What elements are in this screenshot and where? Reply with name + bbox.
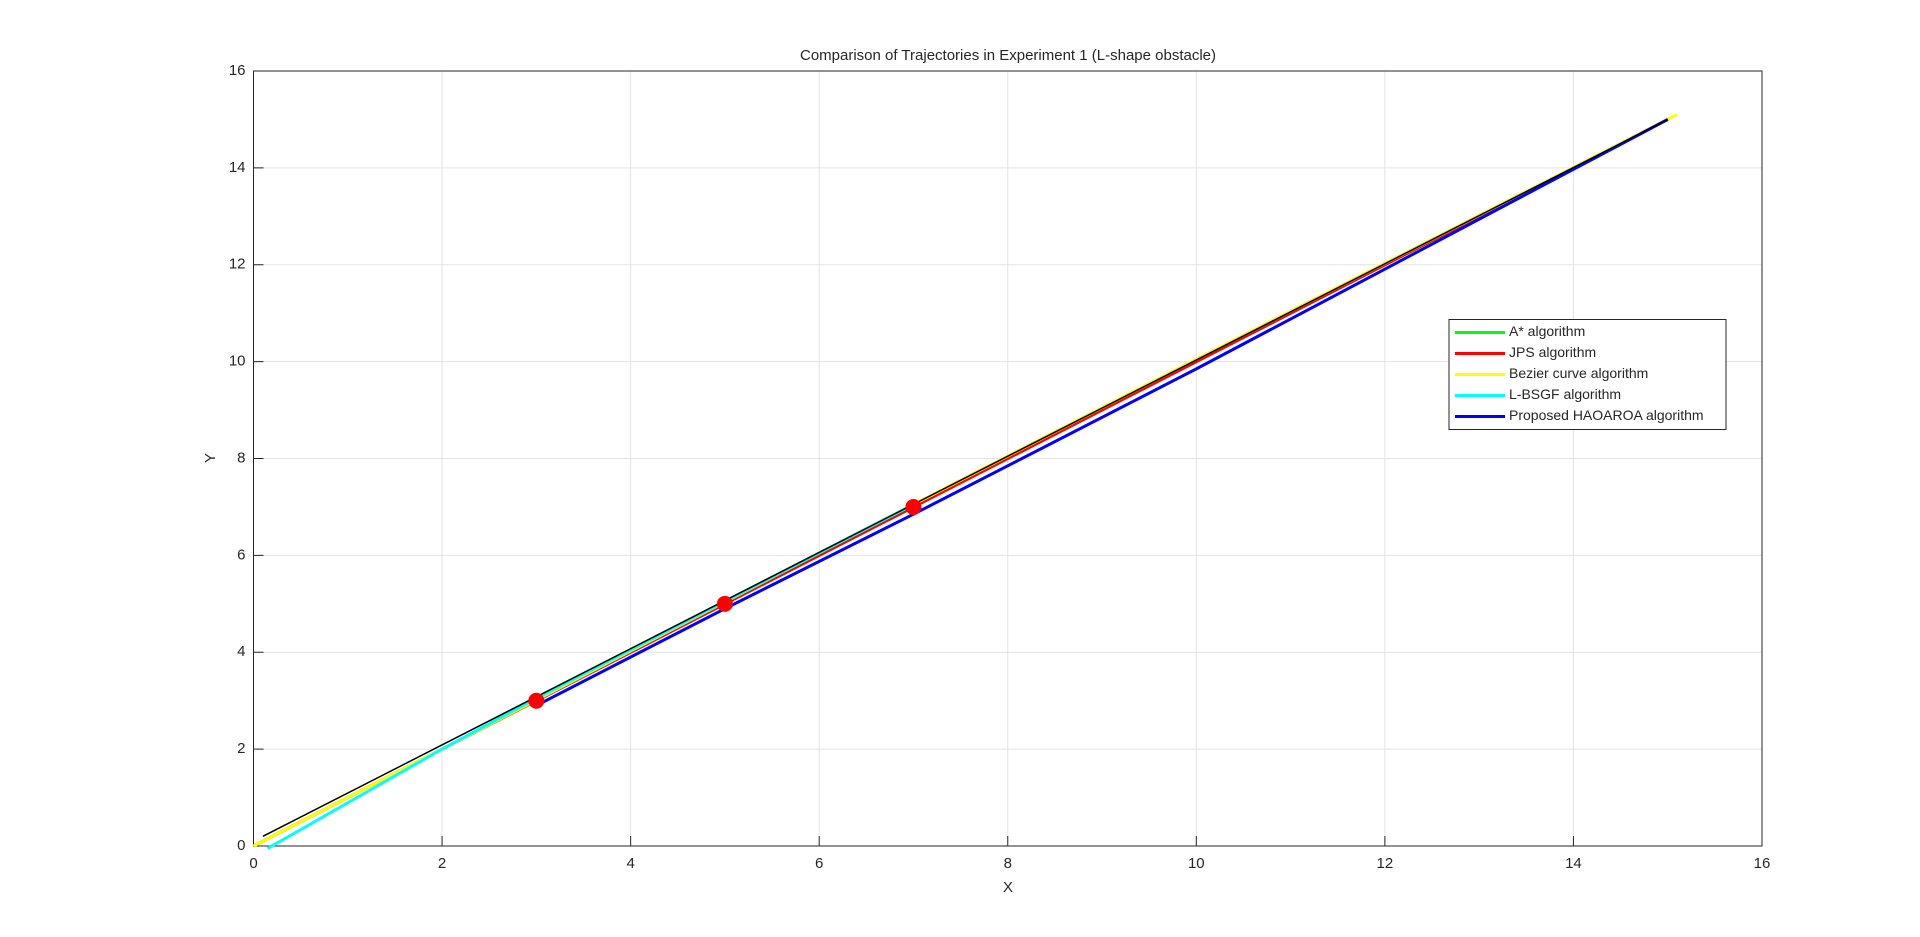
legend: A* algorithm JPS algorithm Bezier curve al… xyxy=(1448,319,1727,430)
x-tick-label: 8 xyxy=(1004,855,1012,872)
y-tick-label: 12 xyxy=(229,256,246,273)
y-tick-label: 2 xyxy=(237,740,245,757)
y-tick-label: 10 xyxy=(229,353,246,370)
x-tick-label: 10 xyxy=(1188,855,1205,872)
y-axis-label: Y xyxy=(202,453,219,463)
legend-label: Proposed HAOAROA algorithm xyxy=(1509,407,1704,423)
x-tick-label: 16 xyxy=(1754,855,1771,872)
legend-label: L-BSGF algorithm xyxy=(1509,386,1621,402)
y-tick-label: 8 xyxy=(237,449,245,466)
x-tick-label: 0 xyxy=(249,855,257,872)
y-tick-label: 16 xyxy=(229,62,246,79)
x-tick-label: 2 xyxy=(438,855,446,872)
legend-label: A* algorithm xyxy=(1509,323,1585,339)
x-tick-label: 6 xyxy=(815,855,823,872)
chart-title: Comparison of Trajectories in Experiment… xyxy=(800,47,1216,64)
x-tick-label: 14 xyxy=(1565,855,1582,872)
point-marker xyxy=(905,498,922,515)
point-marker xyxy=(716,595,733,612)
y-tick-label: 6 xyxy=(237,546,245,563)
point-marker xyxy=(528,692,545,709)
legend-label: JPS algorithm xyxy=(1509,344,1596,360)
x-tick-label: 4 xyxy=(626,855,634,872)
y-tick-label: 4 xyxy=(237,643,245,660)
axes-box xyxy=(253,70,1763,847)
x-axis-label: X xyxy=(1003,879,1013,896)
y-tick-label: 0 xyxy=(237,837,245,854)
x-tick-label: 12 xyxy=(1377,855,1394,872)
legend-label: Bezier curve algorithm xyxy=(1509,365,1648,381)
reference-line xyxy=(262,118,1669,837)
y-tick-label: 14 xyxy=(229,159,246,176)
